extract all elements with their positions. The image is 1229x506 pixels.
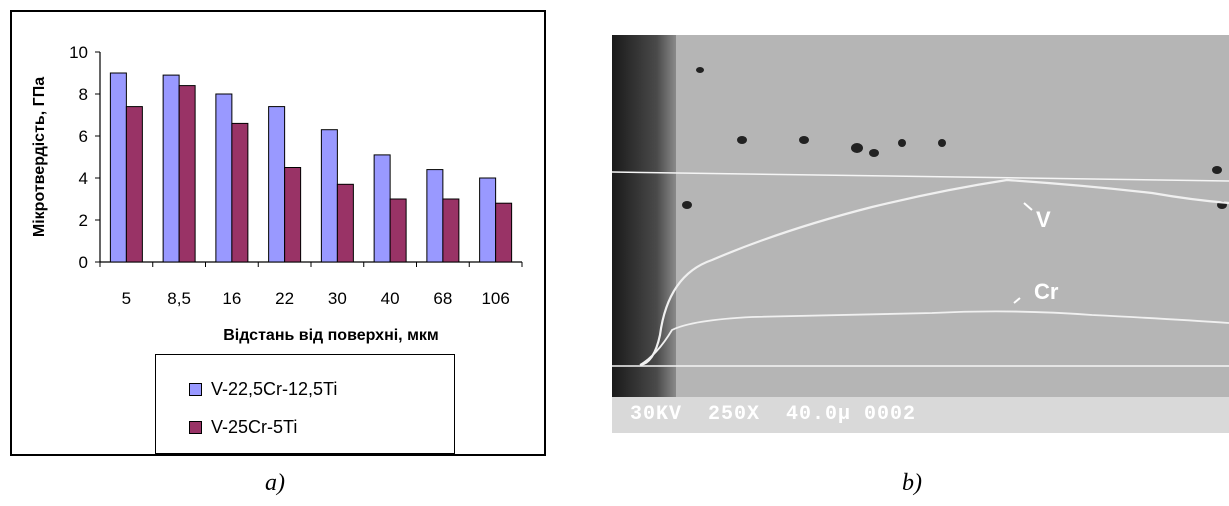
x-tick-label-6: 68 (433, 289, 452, 308)
legend-item-series-2: V-25Cr-5Ti (189, 417, 298, 438)
y-tick-label-3: 6 (79, 127, 88, 146)
micrograph-image (612, 35, 1229, 433)
x-tick-label-4: 30 (328, 289, 347, 308)
legend-label-series-2: V-25Cr-5Ti (211, 417, 298, 437)
bar-series-2-0 (125, 106, 143, 263)
y-axis-title: Мікротвердість, ГПа (31, 77, 48, 237)
legend-swatch-series-2 (189, 421, 202, 434)
bar-series-2-4 (336, 183, 354, 263)
sem-info-text: 30KV 250X 40.0µ 0002 (630, 403, 917, 426)
bar-series-1-2 (215, 93, 233, 263)
profile-v (639, 178, 1229, 367)
y-tick-label-0: 0 (79, 253, 88, 272)
x-tick-label-2: 16 (222, 289, 241, 308)
x-tick-label-7: 106 (481, 289, 509, 308)
profile-cr (639, 310, 1229, 366)
y-tick-label-2: 4 (79, 169, 88, 188)
bar-series-2-1 (178, 85, 196, 263)
y-tick-label-5: 10 (69, 43, 88, 62)
x-tick-label-0: 5 (122, 289, 131, 308)
x-tick-label-3: 22 (275, 289, 294, 308)
bar-series-2-6 (442, 198, 460, 263)
bar-series-1-5 (373, 154, 391, 263)
indent-marks (682, 67, 1227, 209)
bar-series-2-2 (231, 122, 249, 263)
sem-micrograph: V Cr 30KV 250X 40.0µ 0002 (612, 35, 1229, 433)
bar-series-1-6 (426, 169, 444, 263)
bar-series-1-0 (109, 72, 127, 263)
y-tick-label-1: 2 (79, 211, 88, 230)
legend-item-series-1: V-22,5Cr-12,5Ti (189, 379, 338, 400)
x-tick-label-5: 40 (381, 289, 400, 308)
legend-label-series-1: V-22,5Cr-12,5Ti (211, 379, 338, 399)
sem-info-bar: 30KV 250X 40.0µ 0002 (612, 397, 1229, 433)
bar-chart: 0 2 4 6 8 10 5 8,5 16 22 30 40 68 106 Мікротвердість, … (10, 10, 546, 456)
x-tick-label-1: 8,5 (167, 289, 191, 308)
y-tick-label-4: 8 (79, 85, 88, 104)
caption-left: a) (265, 470, 285, 496)
label-cr: Cr (1034, 279, 1059, 304)
x-axis-title: Відстань від поверхні, мкм (223, 327, 439, 344)
legend-swatch-series-1 (189, 383, 202, 396)
bar-series-1-7 (479, 177, 497, 263)
bar-series-2-5 (389, 198, 407, 263)
bar-series-2-7 (495, 202, 513, 263)
bar-series-1-3 (268, 106, 286, 263)
label-v: V (1036, 207, 1051, 232)
chart-legend: V-22,5Cr-12,5Ti V-25Cr-5Ti (155, 354, 455, 454)
bar-series-1-4 (320, 129, 338, 263)
caption-right: b) (902, 470, 922, 496)
bar-series-1-1 (162, 74, 180, 263)
bar-series-2-3 (284, 167, 302, 263)
